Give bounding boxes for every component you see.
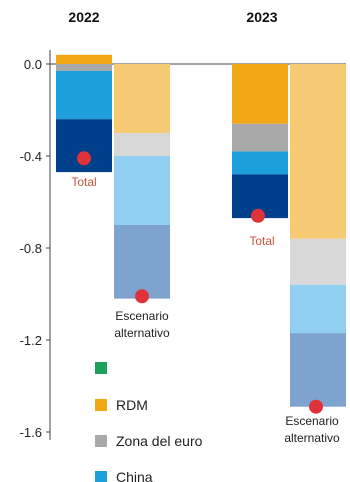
value-marker xyxy=(309,399,323,414)
value-marker xyxy=(135,289,149,304)
legend-label: China xyxy=(116,469,153,482)
value-marker xyxy=(251,208,265,223)
y-tick-label: -0.4 xyxy=(20,149,42,164)
bar-segment xyxy=(232,151,288,175)
y-tick-label: 0.0 xyxy=(24,57,42,72)
bar-segment xyxy=(114,64,170,133)
bar-annotation: Escenario xyxy=(115,309,169,323)
axis: 0.0 -0.4 -0.8 -1.2 -1.6 xyxy=(20,50,51,440)
bar-segment xyxy=(290,238,346,285)
bar-segment xyxy=(56,64,112,71)
bar-segment xyxy=(114,133,170,156)
y-tick-label: -1.6 xyxy=(20,425,42,440)
annotations: 2022 2023 Total Escenario alternativo Total Es… xyxy=(68,9,340,445)
bar-segment xyxy=(290,284,346,334)
y-tick-label: -0.8 xyxy=(20,241,42,256)
bar-annotation: alternativo xyxy=(284,431,340,445)
y-tick-label: -1.2 xyxy=(20,333,42,348)
year-label: 2023 xyxy=(246,9,277,25)
bar-segment xyxy=(114,156,170,225)
bar-segment xyxy=(232,123,288,152)
bar-segment xyxy=(232,64,288,124)
year-label: 2022 xyxy=(68,9,99,25)
legend-swatch xyxy=(95,435,107,447)
value-marker xyxy=(77,151,91,166)
legend-label: RDM xyxy=(116,397,148,413)
bar-annotation: Escenario xyxy=(285,414,339,428)
bar-segment xyxy=(290,333,346,407)
legend-swatch xyxy=(95,399,107,411)
bar-annotation: alternativo xyxy=(114,326,170,340)
bar-annotation: Total xyxy=(249,234,274,248)
bar-segment xyxy=(114,225,170,299)
legend: RDM Zona del euro China xyxy=(95,362,203,482)
bar-segment xyxy=(56,54,112,64)
bar-segment xyxy=(290,64,346,239)
bar-segment xyxy=(56,70,112,120)
bar-annotation: Total xyxy=(71,175,96,189)
bars xyxy=(56,54,346,407)
legend-label: Zona del euro xyxy=(116,433,203,449)
legend-swatch xyxy=(95,362,107,374)
legend-swatch xyxy=(95,471,107,482)
